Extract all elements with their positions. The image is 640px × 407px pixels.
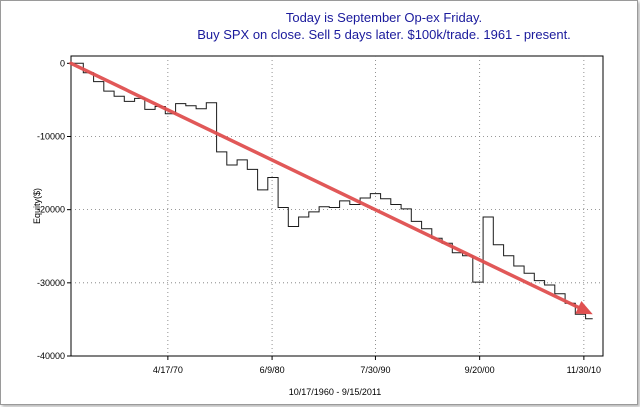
x-tick-label: 7/30/90 [360, 365, 390, 375]
y-tick-label: 0 [60, 58, 65, 68]
y-tick-label: -40000 [37, 351, 65, 361]
x-tick-label: 9/20/00 [465, 365, 495, 375]
y-axis-label: Equity($) [32, 188, 42, 224]
x-axis-label: 10/17/1960 - 9/15/2011 [289, 387, 381, 397]
y-tick-label: -10000 [37, 131, 65, 141]
chart-title-line-2: Buy SPX on close. Sell 5 days later. $10… [197, 27, 571, 42]
x-tick-label: 11/30/10 [567, 365, 601, 375]
x-tick-label: 4/17/70 [153, 365, 183, 375]
y-tick-label: -30000 [37, 278, 65, 288]
trend-arrow-head [575, 301, 593, 315]
y-tick-label: -20000 [37, 205, 65, 215]
trend-arrow-shaft [69, 61, 581, 310]
axis-ticks: 0 -10000 -20000 -30000 -40000 4/17/70 6/9/80 7/… [37, 58, 601, 375]
trend-arrow [69, 61, 593, 315]
chart-title-line-1: Today is September Op-ex Friday. [286, 10, 482, 25]
x-tick-label: 6/9/80 [260, 365, 285, 375]
grid-lines [71, 56, 603, 356]
